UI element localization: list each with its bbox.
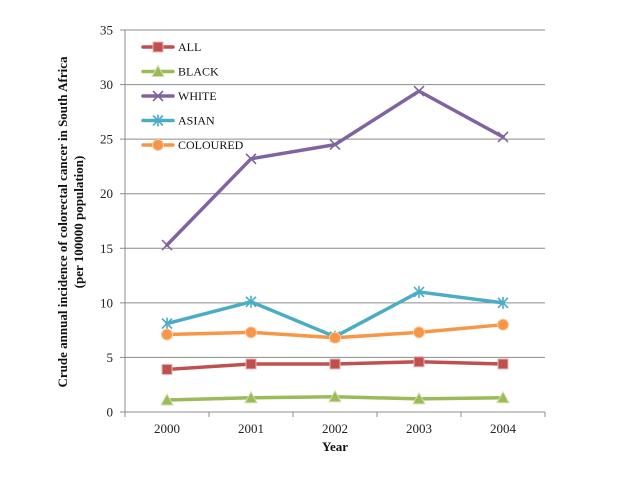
legend-item-all: ALL	[141, 40, 201, 54]
legend-marker	[152, 114, 164, 127]
x-tick-label: 2002	[322, 421, 348, 436]
series-line-white	[165, 89, 505, 247]
data-point-white	[245, 153, 257, 165]
data-point-black	[160, 392, 174, 406]
y-axis-title-line-2: (per 100000 population)	[71, 156, 86, 289]
legend-label: COLOURED	[178, 138, 244, 152]
data-point-asian	[413, 285, 425, 298]
x-tick-label: 2000	[154, 421, 180, 436]
series-coloured	[161, 318, 509, 344]
legend-label: ASIAN	[178, 114, 215, 128]
y-tick-labels: 0 5 10 15 20 25 30 35	[100, 23, 113, 420]
data-point-all	[245, 358, 257, 370]
y-tick-label: 30	[100, 77, 113, 92]
data-point-all	[329, 358, 341, 370]
y-tick-label: 5	[107, 350, 114, 365]
data-point-coloured	[413, 326, 425, 339]
y-axis-title: Crude annual incidence of colorectal can…	[55, 56, 86, 387]
legend-item-asian: ASIAN	[141, 114, 215, 128]
series-white	[161, 85, 509, 251]
legend-marker	[151, 64, 165, 77]
series-group	[160, 85, 510, 406]
x-axis-title: Year	[322, 439, 348, 454]
x-tick-label: 2004	[490, 421, 517, 436]
x-tick-label: 2003	[406, 421, 432, 436]
data-point-asian	[161, 317, 173, 330]
data-point-white	[413, 85, 425, 97]
gridlines	[120, 29, 545, 413]
legend-label: ALL	[178, 40, 201, 54]
legend-item-coloured: COLOURED	[141, 138, 244, 152]
y-tick-label: 0	[107, 405, 114, 420]
data-point-black	[412, 391, 426, 405]
data-point-all	[413, 356, 425, 368]
legend-marker	[152, 41, 164, 53]
y-tick-label: 25	[100, 132, 113, 147]
x-tick-labels: 2000 2001 2002 2003 2004	[154, 421, 517, 436]
y-axis-title-line-1: Crude annual incidence of colorectal can…	[55, 56, 70, 387]
y-tick-label: 35	[100, 23, 113, 38]
legend-marker	[152, 90, 164, 102]
data-point-all	[497, 358, 509, 370]
legend-item-white: WHITE	[141, 89, 217, 103]
data-point-white	[497, 131, 509, 143]
series-all	[161, 356, 509, 375]
legend-label: BLACK	[178, 65, 219, 79]
data-point-asian	[497, 296, 509, 309]
data-point-all	[161, 363, 173, 375]
series-black	[160, 389, 510, 406]
axes	[124, 30, 546, 417]
x-tick-label: 2001	[238, 421, 264, 436]
y-tick-label: 20	[100, 186, 113, 201]
legend-label: WHITE	[178, 89, 217, 103]
data-point-black	[328, 389, 342, 403]
legend: ALL BLACK WHITE ASIAN COLOURED	[141, 40, 244, 152]
data-point-asian	[245, 295, 257, 308]
data-point-coloured	[329, 331, 341, 344]
data-point-coloured	[161, 328, 173, 341]
data-point-black	[244, 390, 258, 404]
data-point-white	[161, 239, 173, 251]
data-point-coloured	[497, 318, 509, 331]
data-point-white	[329, 139, 341, 151]
legend-item-black: BLACK	[141, 64, 219, 79]
y-tick-label: 10	[100, 295, 113, 310]
y-tick-label: 15	[100, 241, 113, 256]
data-point-black	[496, 390, 510, 404]
data-point-coloured	[245, 326, 257, 339]
legend-marker	[152, 139, 164, 151]
